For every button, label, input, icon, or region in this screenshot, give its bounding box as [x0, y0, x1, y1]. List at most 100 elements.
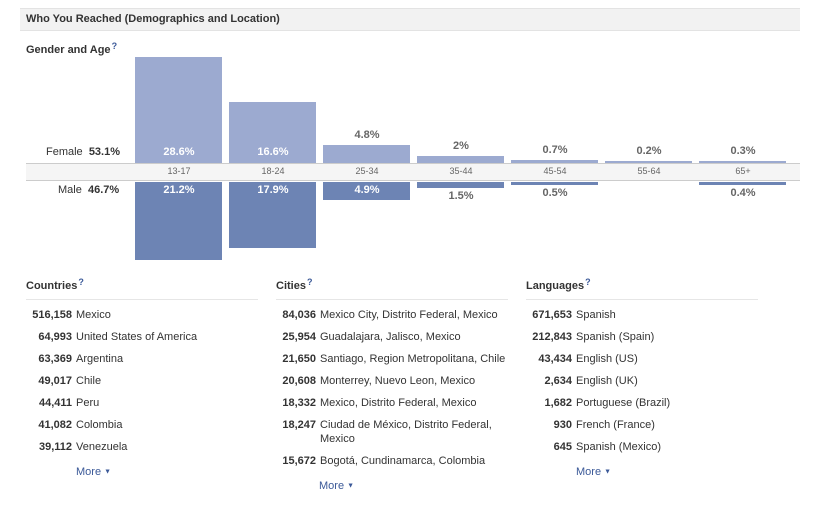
- caret-down-icon: ▼: [604, 468, 612, 476]
- languages-list-item: 2,634 English (UK): [526, 374, 758, 388]
- countries-list-item: 64,993 United States of America: [26, 330, 258, 344]
- help-icon[interactable]: ?: [78, 277, 84, 287]
- cities-list-item: 20,608 Monterrey, Nuevo Leon, Mexico: [276, 374, 508, 388]
- list-item-count: 15,672: [282, 455, 316, 467]
- languages-list-item: 671,653 Spanish: [526, 308, 758, 322]
- list-item-count: 212,843: [532, 331, 572, 343]
- list-item-count: 645: [553, 441, 572, 453]
- female-bar-label: 0.7%: [542, 144, 568, 157]
- male-bar[interactable]: [699, 182, 786, 185]
- languages-list-item: 645 Spanish (Mexico): [526, 440, 758, 454]
- cities-more-link[interactable]: More ▼: [276, 480, 508, 492]
- countries-list-item: 44,411 Peru: [26, 396, 258, 410]
- cities-more-text: More: [319, 480, 345, 492]
- gender-age-title-text: Gender and Age: [26, 44, 111, 56]
- female-bar-label: 0.3%: [730, 145, 756, 157]
- countries-list-item: 63,369 Argentina: [26, 352, 258, 366]
- list-item-name: Mexico, Distrito Federal, Mexico: [320, 397, 477, 409]
- cities-list-item: 18,247 Ciudad de México, Distrito Federal…: [276, 418, 508, 446]
- list-item-count: 20,608: [282, 375, 316, 387]
- female-bar[interactable]: [417, 155, 504, 163]
- female-bar[interactable]: [511, 160, 598, 163]
- languages-list-item: 43,434 English (US): [526, 352, 758, 366]
- female-bar-label: 2%: [453, 139, 469, 152]
- male-bar[interactable]: [511, 182, 598, 185]
- list-item-count: 930: [553, 419, 572, 431]
- section-header: Who You Reached (Demographics and Locati…: [20, 8, 800, 31]
- list-item-count: 25,954: [282, 331, 316, 343]
- male-percent: 46.7%: [87, 184, 120, 196]
- female-bar-label: 28.6%: [163, 146, 195, 158]
- age-tick-label: 18-24: [261, 166, 285, 176]
- age-axis-strip: [26, 163, 800, 181]
- list-item-count: 41,082: [38, 419, 72, 431]
- female-bar[interactable]: [323, 145, 410, 163]
- male-bar-label: 17.9%: [257, 184, 289, 196]
- list-item-name: Spanish: [576, 309, 616, 321]
- countries-list-item: 49,017 Chile: [26, 374, 258, 388]
- cities-list-item: 15,672 Bogotá, Cundinamarca, Colombia: [276, 454, 508, 468]
- list-item-name: Colombia: [76, 419, 123, 431]
- countries-list: 516,158 Mexico 64,993 United States of Amer…: [26, 308, 258, 454]
- countries-title: Countries?: [26, 277, 258, 300]
- languages-list: 671,653 Spanish 212,843 Spanish (Spain) 43,4…: [526, 308, 758, 454]
- section-header-title: Who You Reached (Demographics and Locati…: [26, 13, 280, 25]
- gender-age-title: Gender and Age?: [26, 41, 118, 56]
- gender-age-chart: Female 53.1% Male 46.7% 13-17 28.6% 21.2% 1…: [26, 57, 800, 261]
- languages-title-text: Languages: [526, 280, 585, 292]
- male-bar-label: 0.5%: [542, 187, 568, 199]
- list-item-name: Mexico: [76, 309, 111, 321]
- age-tick-label: 13-17: [167, 166, 191, 176]
- list-item-count: 49,017: [38, 375, 72, 387]
- male-bar[interactable]: [417, 182, 504, 188]
- cities-title: Cities?: [276, 277, 508, 300]
- list-item-count: 2,634: [544, 375, 572, 387]
- female-bar-label: 16.6%: [257, 146, 289, 158]
- age-tick-label: 45-54: [543, 166, 567, 176]
- list-item-name: Bogotá, Cundinamarca, Colombia: [320, 455, 486, 467]
- female-bar[interactable]: [605, 161, 692, 163]
- list-item-name: English (UK): [576, 375, 638, 387]
- age-tick-label: 55-64: [637, 166, 661, 176]
- list-item-count: 84,036: [282, 309, 316, 321]
- list-item-count: 39,112: [38, 441, 72, 453]
- list-item-name: Portuguese (Brazil): [576, 397, 671, 409]
- cities-list-item: 25,954 Guadalajara, Jalisco, Mexico: [276, 330, 508, 344]
- male-bar[interactable]: [323, 182, 410, 201]
- languages-panel: Languages? 671,653 Spanish 212,843 Spanish …: [526, 277, 758, 478]
- age-tick-label: 35-44: [449, 166, 473, 176]
- female-bar[interactable]: [229, 101, 316, 163]
- languages-list-item: 212,843 Spanish (Spain): [526, 330, 758, 344]
- countries-list-item: 39,112 Venezuela: [26, 440, 258, 454]
- list-item-name: Spanish (Spain): [576, 331, 655, 343]
- male-bar-label: 1.5%: [448, 189, 474, 202]
- countries-more-link[interactable]: More ▼: [26, 466, 258, 478]
- age-tick-label: 25-34: [355, 166, 379, 176]
- cities-list-item: 18,332 Mexico, Distrito Federal, Mexico: [276, 396, 508, 410]
- cities-list: 84,036 Mexico City, Distrito Federal, Mex…: [276, 308, 508, 468]
- list-item-name: English (US): [576, 353, 638, 365]
- languages-list-item: 930 French (France): [526, 418, 758, 432]
- list-item-count: 44,411: [38, 397, 72, 409]
- age-tick-label: 65+: [735, 166, 751, 176]
- list-item-name: Santiago, Region Metropolitana, Chile: [320, 353, 506, 365]
- languages-more-link[interactable]: More ▼: [526, 466, 758, 478]
- female-bar[interactable]: [135, 57, 222, 163]
- list-item-count: 18,332: [282, 397, 316, 409]
- help-icon[interactable]: ?: [585, 277, 591, 287]
- cities-panel: Cities? 84,036 Mexico City, Distrito Fede…: [276, 277, 508, 492]
- male-bar-label: 21.2%: [163, 184, 195, 196]
- cities-list-item: 21,650 Santiago, Region Metropolitana, Ch…: [276, 352, 508, 366]
- male-bar[interactable]: [135, 182, 222, 261]
- caret-down-icon: ▼: [347, 482, 355, 490]
- help-icon[interactable]: ?: [306, 277, 313, 287]
- female-bar[interactable]: [699, 161, 786, 163]
- cities-list-item: 84,036 Mexico City, Distrito Federal, Mex…: [276, 308, 508, 322]
- countries-list-item: 41,082 Colombia: [26, 418, 258, 432]
- male-bar-label: 4.9%: [354, 184, 380, 196]
- list-item-name: Ciudad de México, Distrito Federal, Mexi…: [320, 419, 492, 445]
- male-bar[interactable]: [229, 182, 316, 249]
- list-item-count: 1,682: [544, 397, 572, 409]
- help-icon[interactable]: ?: [111, 41, 118, 51]
- countries-more-text: More: [76, 466, 102, 478]
